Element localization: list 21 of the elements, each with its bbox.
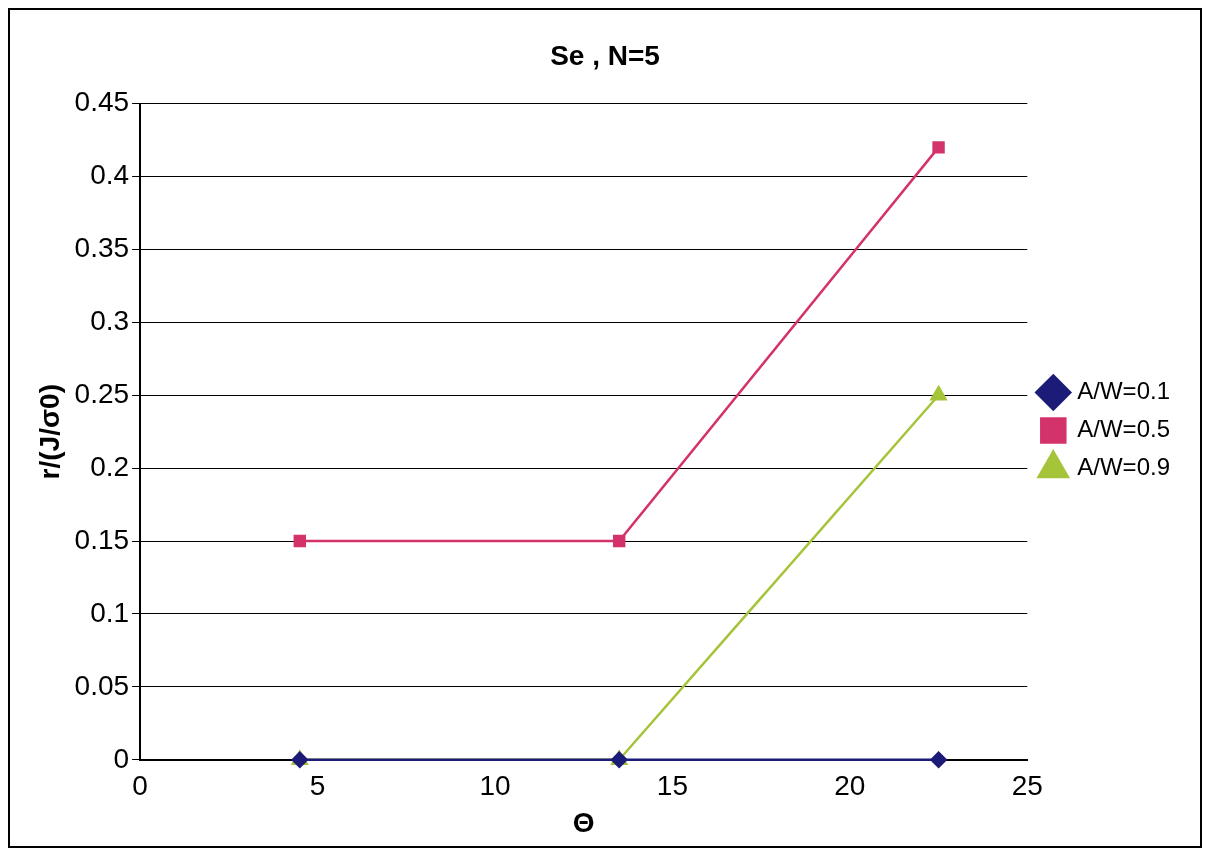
x-tick-label: 20 — [834, 770, 866, 802]
y-tick-label: 0.3 — [90, 305, 130, 337]
y-tick-label: 0.2 — [90, 450, 130, 482]
y-tick-label: 0 — [113, 742, 130, 774]
y-tick-label: 0.35 — [74, 232, 130, 264]
x-tick-label: 5 — [309, 770, 326, 802]
x-axis-title: Θ — [572, 806, 595, 838]
x-tick-label: 10 — [479, 770, 511, 802]
y-tick-label: 0.45 — [74, 86, 130, 118]
y-tick-label: 0.05 — [74, 669, 130, 701]
x-tick-label: 25 — [1011, 770, 1043, 802]
y-tick-label: 0.25 — [74, 377, 130, 409]
y-tick-label: 0.15 — [74, 523, 130, 555]
y-axis-title: r/(J/σ0) — [33, 384, 65, 480]
chart-title: Se , N=5 — [550, 39, 660, 71]
y-tick-label: 0.4 — [90, 159, 130, 191]
x-tick-label: 15 — [656, 770, 688, 802]
legend-label: A/W=0.1 — [1077, 377, 1171, 405]
legend-label: A/W=0.9 — [1077, 453, 1171, 481]
legend-label: A/W=0.5 — [1077, 415, 1171, 443]
y-tick-label: 0.1 — [90, 596, 130, 628]
